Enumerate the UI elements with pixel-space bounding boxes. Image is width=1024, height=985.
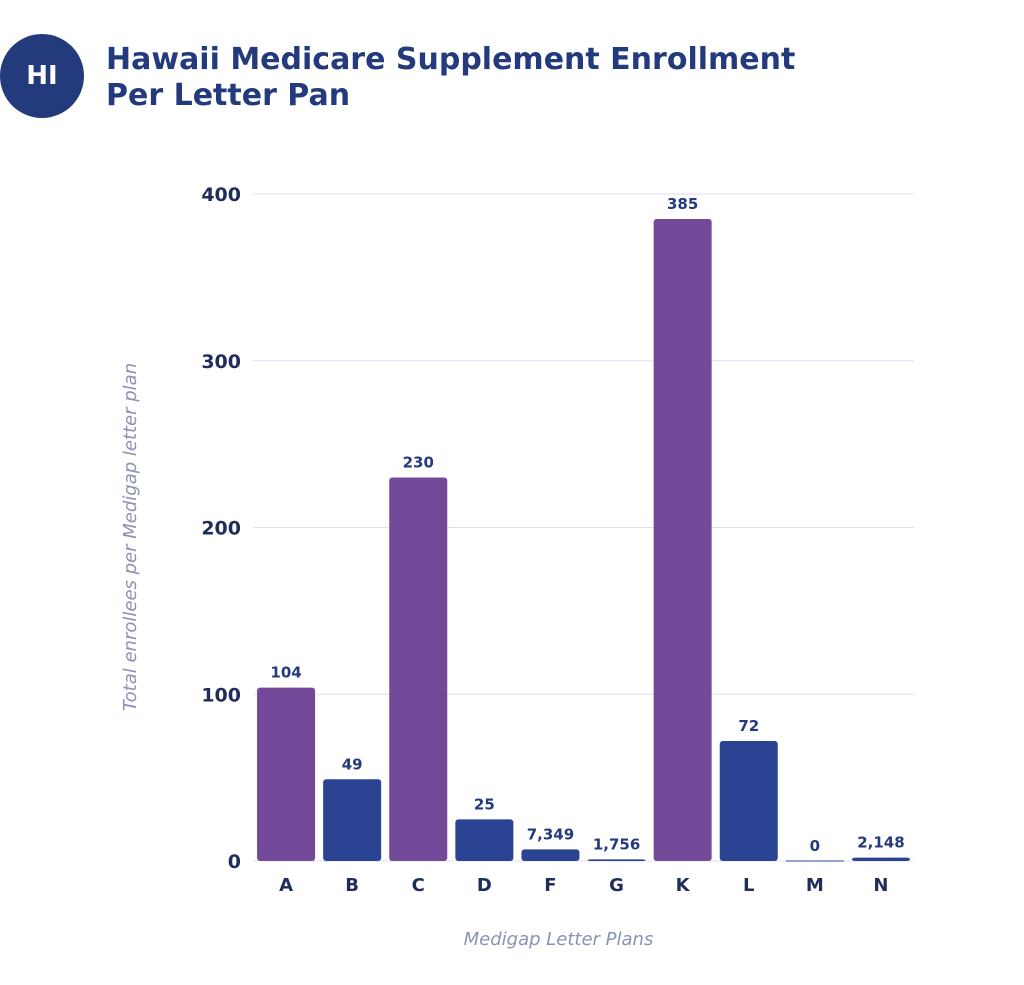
bar-k: [653, 219, 712, 861]
bar-a: [257, 687, 316, 861]
x-tick-label: N: [873, 875, 888, 896]
x-tick-label: K: [676, 875, 691, 896]
x-tick-label: G: [609, 875, 624, 896]
data-label: 104: [270, 664, 301, 682]
y-tick-label: 100: [201, 684, 241, 706]
x-tick-label: L: [743, 875, 754, 896]
chart-title: Hawaii Medicare Supplement Enrollment Pe…: [106, 42, 866, 114]
y-axis-label: Total enrollees per Medigap letter plan: [120, 363, 141, 711]
y-tick-label: 0: [228, 851, 241, 873]
y-tick-label: 200: [201, 518, 241, 540]
bar-d: [455, 819, 514, 861]
data-label: 0: [810, 837, 820, 855]
bar-l: [719, 740, 778, 861]
x-tick-label: F: [544, 875, 556, 896]
x-axis-label: Medigap Letter Plans: [464, 929, 654, 950]
bar-b: [323, 779, 382, 861]
y-tick-label: 400: [201, 184, 241, 206]
x-tick-label: D: [477, 875, 492, 896]
data-label: 385: [667, 195, 698, 213]
data-label: 72: [738, 717, 759, 735]
chart-title-line-2: Per Letter Pan: [106, 78, 351, 113]
data-label: 49: [342, 755, 363, 773]
bar-c: [389, 477, 448, 861]
x-tick-label: A: [279, 875, 293, 896]
data-label: 2,148: [857, 834, 904, 852]
x-tick-label: M: [806, 875, 824, 896]
chart-title-line-1: Hawaii Medicare Supplement Enrollment: [106, 42, 796, 77]
bar-n: [851, 857, 910, 861]
x-tick-label: C: [412, 875, 425, 896]
data-label: 25: [474, 795, 495, 813]
data-label: 7,349: [527, 825, 574, 843]
bar-g: [587, 859, 646, 861]
state-badge: HI: [0, 34, 84, 118]
x-tick-label: B: [345, 875, 359, 896]
y-tick-label: 300: [201, 351, 241, 373]
data-label: 230: [403, 453, 434, 471]
data-label: 1,756: [593, 835, 640, 853]
bar-f: [521, 849, 580, 861]
